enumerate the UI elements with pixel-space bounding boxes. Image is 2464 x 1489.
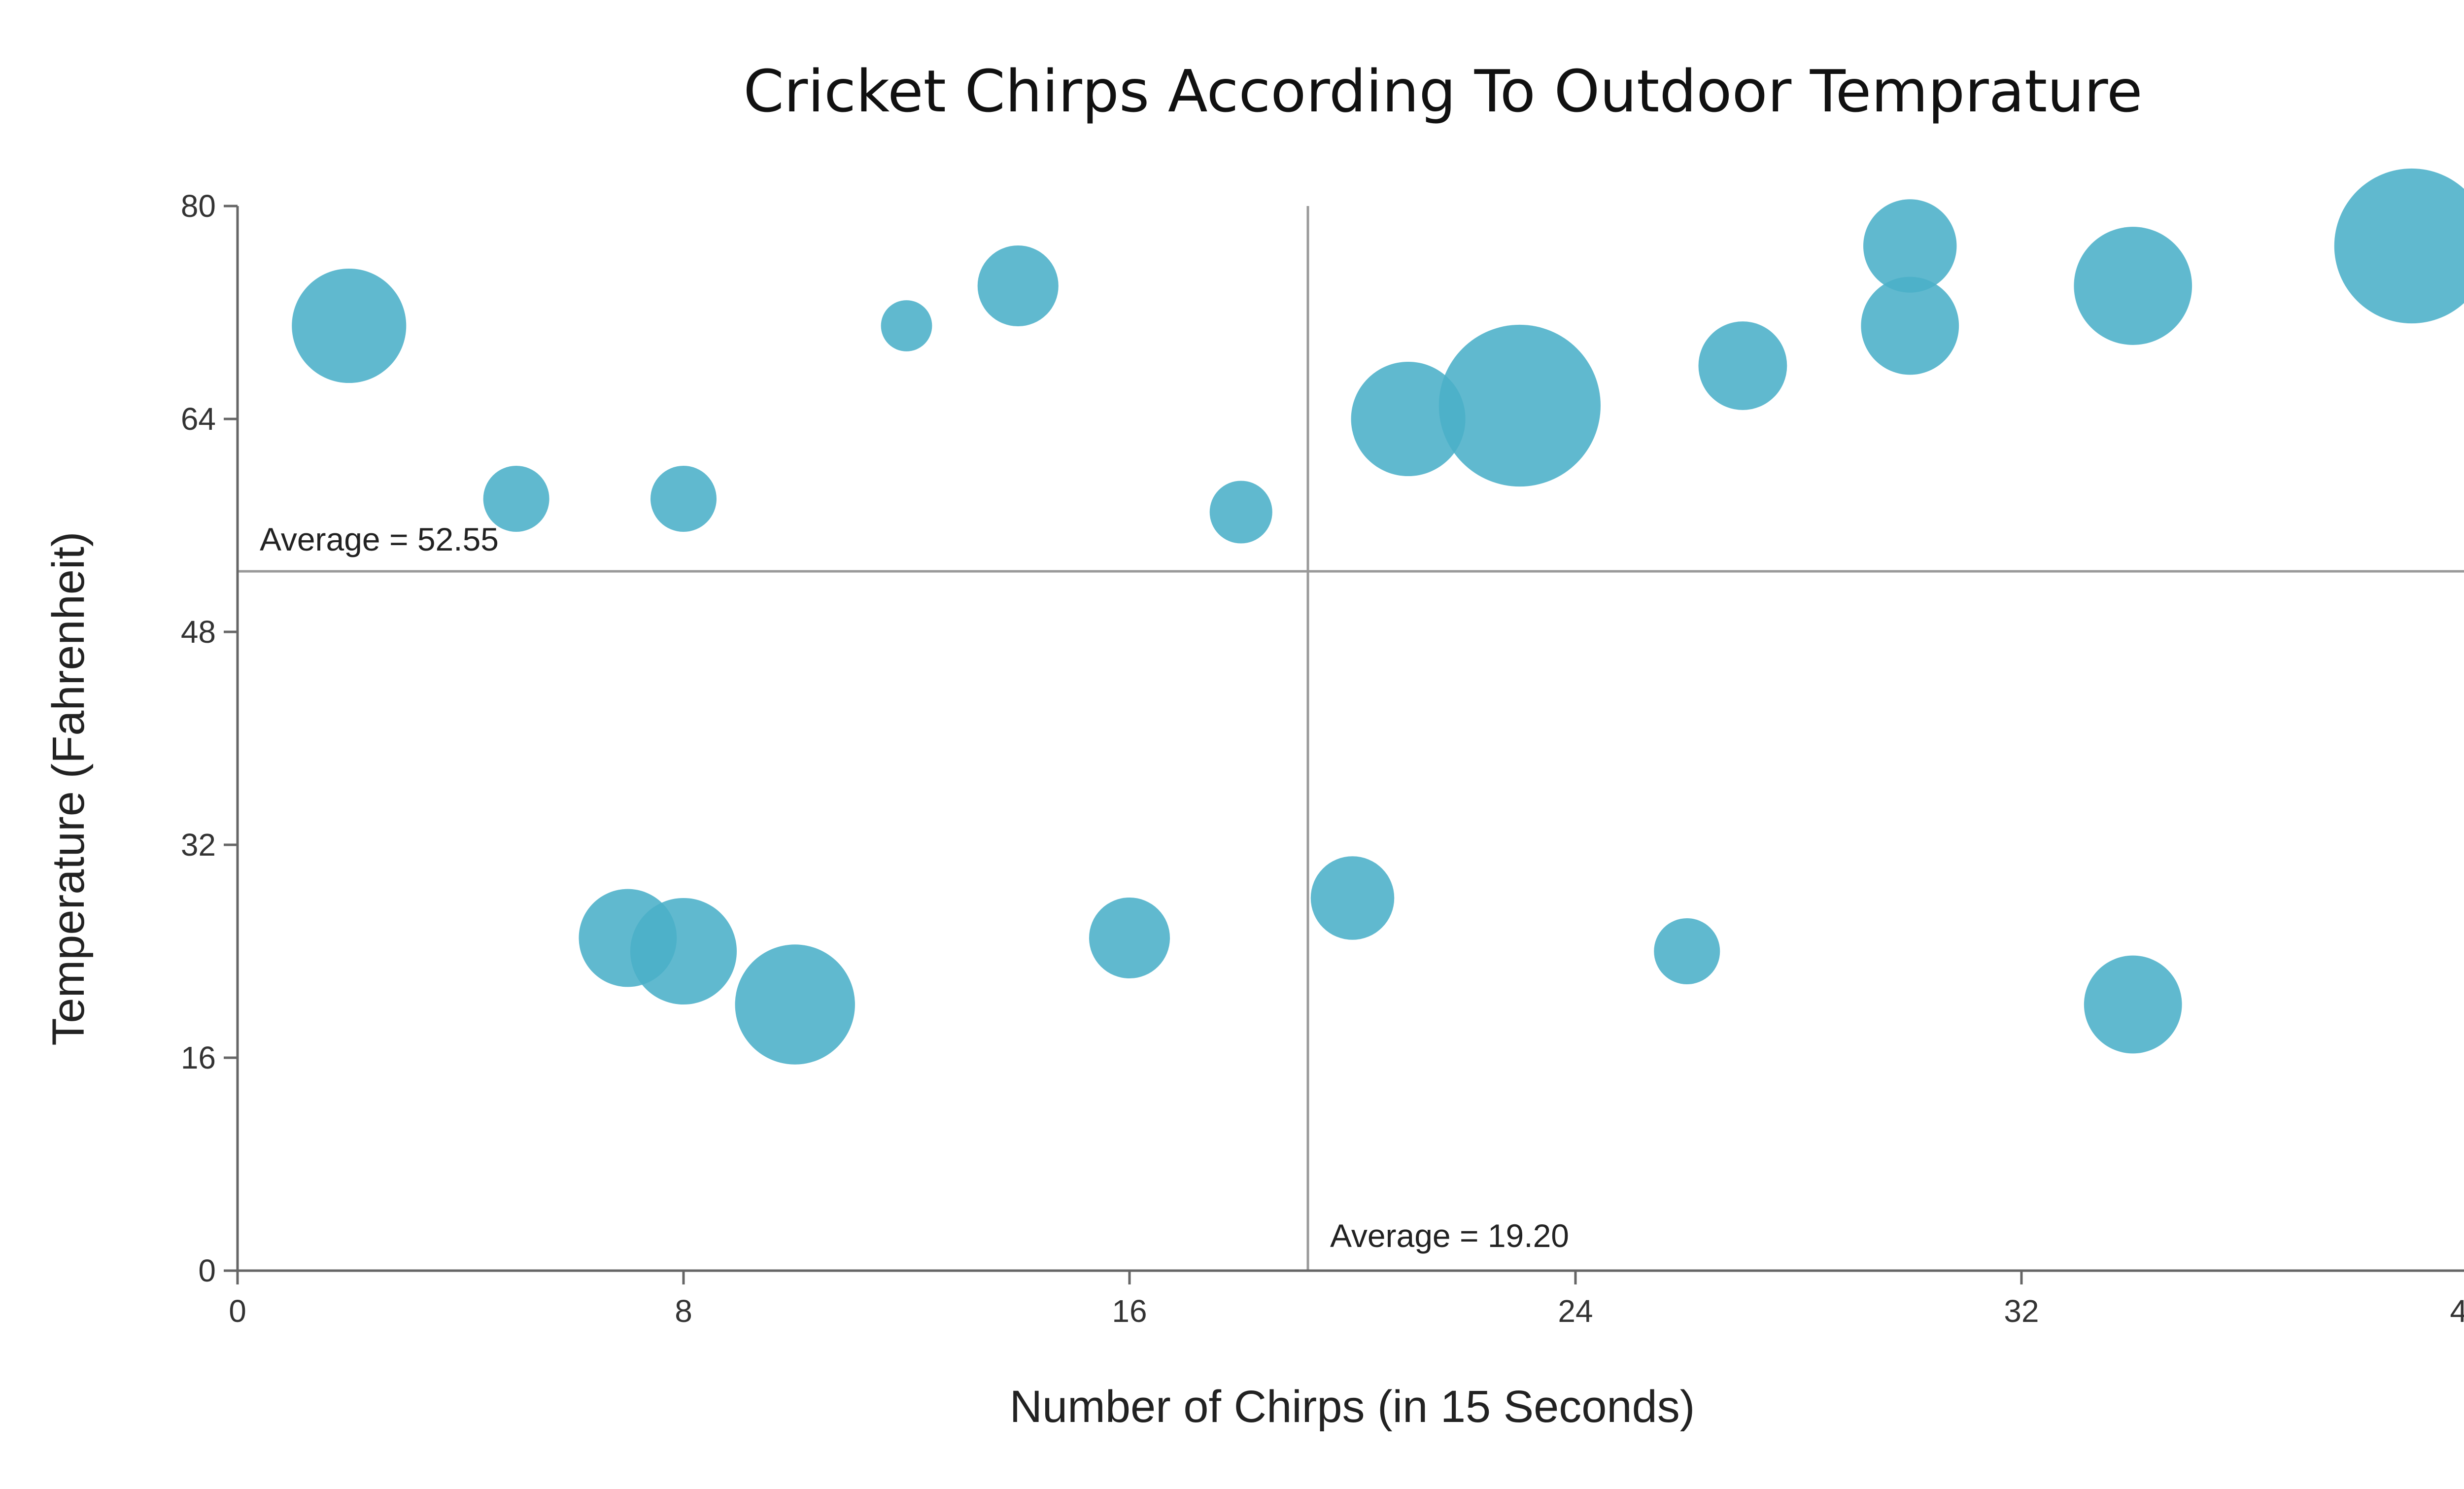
y-average-label: Average = 52.55 (260, 521, 499, 557)
bubble-series (292, 168, 2464, 1065)
bubble-point[interactable] (483, 466, 549, 532)
bubble-point[interactable] (1863, 199, 1957, 293)
chart-title: Cricket Chirps According To Outdoor Temp… (743, 57, 2142, 125)
x-axis-ticks: 0 8 16 24 32 40 (229, 1271, 2464, 1329)
plot-area: 0 8 16 24 32 40 0 16 32 48 64 80 Average = 52.55 A… (181, 168, 2464, 1329)
bubble-point[interactable] (735, 944, 855, 1065)
x-axis-label: Number of Chirps (in 15 Seconds) (1010, 1382, 1695, 1432)
bubble-point[interactable] (1698, 321, 1787, 410)
x-tick-label: 40 (2450, 1293, 2464, 1329)
y-tick-label: 80 (181, 188, 216, 224)
x-tick-label: 8 (675, 1293, 692, 1329)
bubble-point[interactable] (650, 466, 717, 532)
y-tick-label: 64 (181, 401, 216, 437)
x-tick-label: 24 (1558, 1293, 1593, 1329)
y-tick-label: 0 (198, 1253, 216, 1288)
bubble-point[interactable] (977, 245, 1059, 327)
bubble-point[interactable] (1654, 918, 1720, 984)
bubble-point[interactable] (2074, 227, 2192, 345)
bubble-point[interactable] (1351, 361, 1466, 477)
x-tick-label: 16 (1112, 1293, 1147, 1329)
bubble-point[interactable] (630, 898, 737, 1005)
bubble-point[interactable] (1861, 277, 1959, 375)
x-tick-label: 0 (229, 1293, 246, 1329)
bubble-point[interactable] (1438, 324, 1601, 487)
bubble-point[interactable] (1089, 897, 1170, 979)
bubble-point[interactable] (1209, 481, 1272, 544)
x-tick-label: 32 (2004, 1293, 2039, 1329)
x-average-label: Average = 19.20 (1330, 1217, 1569, 1254)
y-tick-label: 16 (181, 1040, 216, 1075)
y-axis-label: Temperature (Fahrenheit) (43, 531, 94, 1045)
bubble-point[interactable] (2084, 955, 2182, 1054)
bubble-point[interactable] (1310, 856, 1395, 940)
bubble-point[interactable] (881, 300, 932, 351)
bubble-point[interactable] (2334, 168, 2464, 324)
y-axis-ticks: 0 16 32 48 64 80 (181, 188, 238, 1288)
y-tick-label: 48 (181, 614, 216, 650)
y-tick-label: 32 (181, 827, 216, 863)
bubble-point[interactable] (292, 268, 407, 383)
